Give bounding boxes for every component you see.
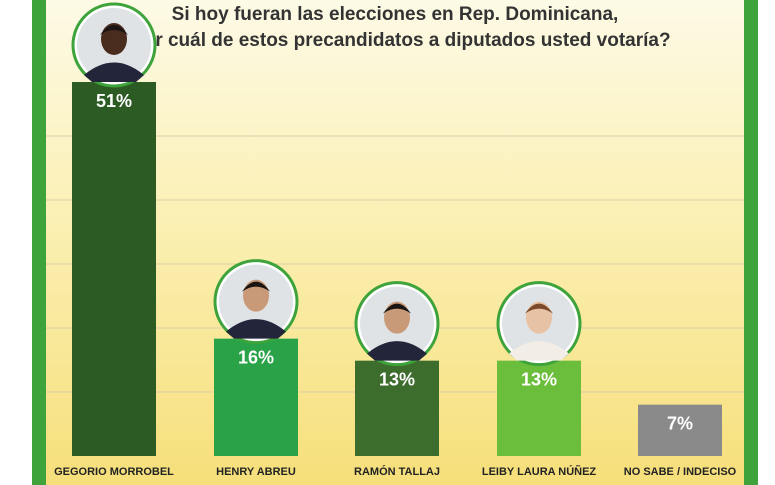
candidate-photo-icon [71,2,157,88]
bar-value-label: 16% [238,348,274,368]
bar-value-label: 51% [96,91,132,111]
bar [638,404,722,456]
bar [72,82,156,456]
bar-value-label: 7% [667,414,693,434]
chart-title-line-2: ¿Por cuál de estos precandidatos a diput… [119,30,671,51]
frame-left-border [32,0,46,485]
category-label: HENRY ABREU [216,466,296,478]
chart-title-line-1: Si hoy fueran las elecciones en Rep. Dom… [171,4,619,25]
category-label: GEGORIO MORROBEL [54,466,174,478]
category-label: NO SABE / INDECISO [624,466,737,478]
bar [214,338,298,456]
bar-value-label: 13% [521,370,557,390]
bar [355,360,439,456]
category-label: LEIBY LAURA NÚÑEZ [482,465,597,478]
candidate-photo-icon [354,281,440,367]
category-label: RAMÓN TALLAJ [354,465,440,478]
bar [497,360,581,456]
candidate-photo-icon [496,281,582,367]
bar-value-label: 13% [379,370,415,390]
frame-right-border [744,0,758,485]
candidate-photo-icon [213,259,299,345]
